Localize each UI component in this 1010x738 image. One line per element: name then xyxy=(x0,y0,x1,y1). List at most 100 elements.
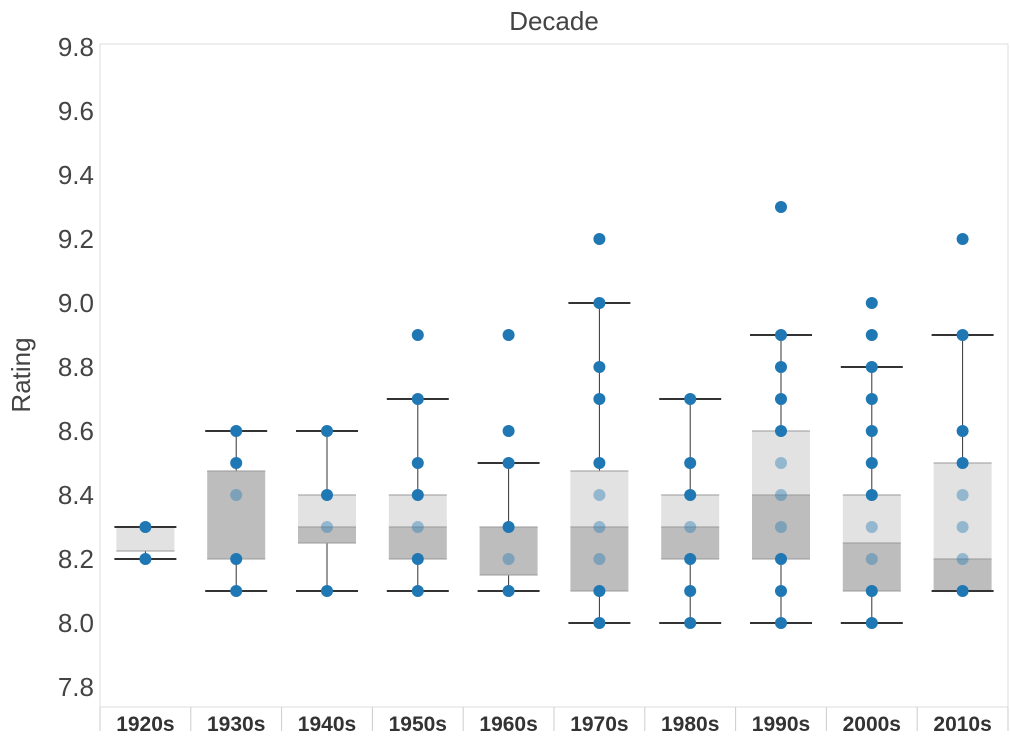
data-point xyxy=(502,521,515,533)
data-point xyxy=(775,585,787,597)
data-point xyxy=(865,585,878,597)
box-lower-half xyxy=(570,527,629,591)
data-point xyxy=(321,489,333,501)
data-point xyxy=(684,457,697,469)
y-tick-label: 9.2 xyxy=(58,224,94,254)
data-point xyxy=(775,425,787,437)
data-point xyxy=(411,329,424,341)
data-point xyxy=(684,521,697,533)
data-point xyxy=(865,329,878,341)
data-point xyxy=(956,329,969,341)
data-point xyxy=(865,425,878,437)
data-point xyxy=(230,489,243,501)
box-upper-half xyxy=(842,495,901,543)
boxes-layer xyxy=(114,302,994,624)
data-point xyxy=(775,457,787,469)
box-lower-half xyxy=(207,471,266,559)
y-tick-label: 9.8 xyxy=(58,32,94,62)
data-point xyxy=(593,457,606,469)
data-point xyxy=(956,233,969,245)
data-point xyxy=(593,393,606,405)
data-point xyxy=(865,521,878,533)
y-tick-label: 8.6 xyxy=(58,416,94,446)
data-point xyxy=(865,489,878,501)
box-lower-half xyxy=(752,495,810,559)
chart-title: Decade xyxy=(509,6,599,36)
data-point xyxy=(956,521,969,533)
data-point xyxy=(775,201,787,213)
data-point xyxy=(775,393,787,405)
x-tick-label: 1940s xyxy=(298,713,356,736)
x-axis-labels: 1920s 1930s 1940s 1950s 1960s 1970s 1980s 1990s… xyxy=(99,707,1009,736)
data-point xyxy=(865,457,878,469)
data-point xyxy=(321,425,333,437)
data-point xyxy=(321,585,333,597)
data-point xyxy=(956,585,969,597)
data-point xyxy=(775,489,787,501)
data-point xyxy=(230,553,243,565)
y-tick-label: 8.2 xyxy=(58,544,94,574)
box-lower-half xyxy=(479,527,538,575)
data-point xyxy=(139,553,152,565)
data-point xyxy=(865,617,878,629)
x-tick-label: 2010s xyxy=(933,713,991,736)
data-point xyxy=(593,489,606,501)
data-point xyxy=(230,425,243,437)
y-tick-label: 9.4 xyxy=(58,160,94,190)
x-tick-label: 1930s xyxy=(207,713,265,736)
data-point xyxy=(593,585,606,597)
data-point xyxy=(865,393,878,405)
x-tick-label: 1980s xyxy=(661,713,719,736)
y-tick-label: 9.6 xyxy=(58,96,94,126)
data-point xyxy=(230,457,243,469)
data-point xyxy=(593,297,606,309)
data-point xyxy=(775,617,787,629)
data-point xyxy=(502,553,515,565)
data-point xyxy=(775,329,787,341)
data-point xyxy=(593,521,606,533)
data-point xyxy=(502,457,515,469)
y-tick-label: 7.8 xyxy=(58,672,94,702)
data-point xyxy=(865,361,878,373)
x-tick-label: 1920s xyxy=(116,713,174,736)
data-point xyxy=(502,425,515,437)
y-tick-label: 9.0 xyxy=(58,288,94,318)
x-tick-label: 1960s xyxy=(479,713,537,736)
data-point xyxy=(775,361,787,373)
data-point xyxy=(593,361,606,373)
data-point xyxy=(411,585,424,597)
data-point xyxy=(593,617,606,629)
box-upper-half xyxy=(933,463,992,559)
data-point xyxy=(321,521,333,533)
data-point xyxy=(684,393,697,405)
data-point xyxy=(411,457,424,469)
data-point xyxy=(956,457,969,469)
data-point xyxy=(956,553,969,565)
y-tick-label: 8.4 xyxy=(58,480,94,510)
data-point xyxy=(956,425,969,437)
y-axis-ticks: 7.8 8.0 8.2 8.4 8.6 8.8 9.0 9.2 9.4 9.6 9.8 xyxy=(58,32,94,702)
x-tick-label: 1990s xyxy=(752,713,810,736)
points-layer xyxy=(139,201,969,629)
data-point xyxy=(684,489,697,501)
data-point xyxy=(139,521,152,533)
box-lower-half xyxy=(298,527,356,543)
y-tick-label: 8.0 xyxy=(58,608,94,638)
y-tick-label: 8.8 xyxy=(58,352,94,382)
data-point xyxy=(593,553,606,565)
data-point xyxy=(593,233,606,245)
data-point xyxy=(775,521,787,533)
data-point xyxy=(684,585,697,597)
data-point xyxy=(865,297,878,309)
x-tick-label: 1950s xyxy=(389,713,447,736)
x-tick-label: 2000s xyxy=(843,713,901,736)
x-tick-label: 1970s xyxy=(570,713,628,736)
box-upper-half xyxy=(570,471,629,527)
data-point xyxy=(411,393,424,405)
data-point xyxy=(775,553,787,565)
data-point xyxy=(865,553,878,565)
data-point xyxy=(411,553,424,565)
data-point xyxy=(502,329,515,341)
box-lower-half xyxy=(842,543,901,591)
